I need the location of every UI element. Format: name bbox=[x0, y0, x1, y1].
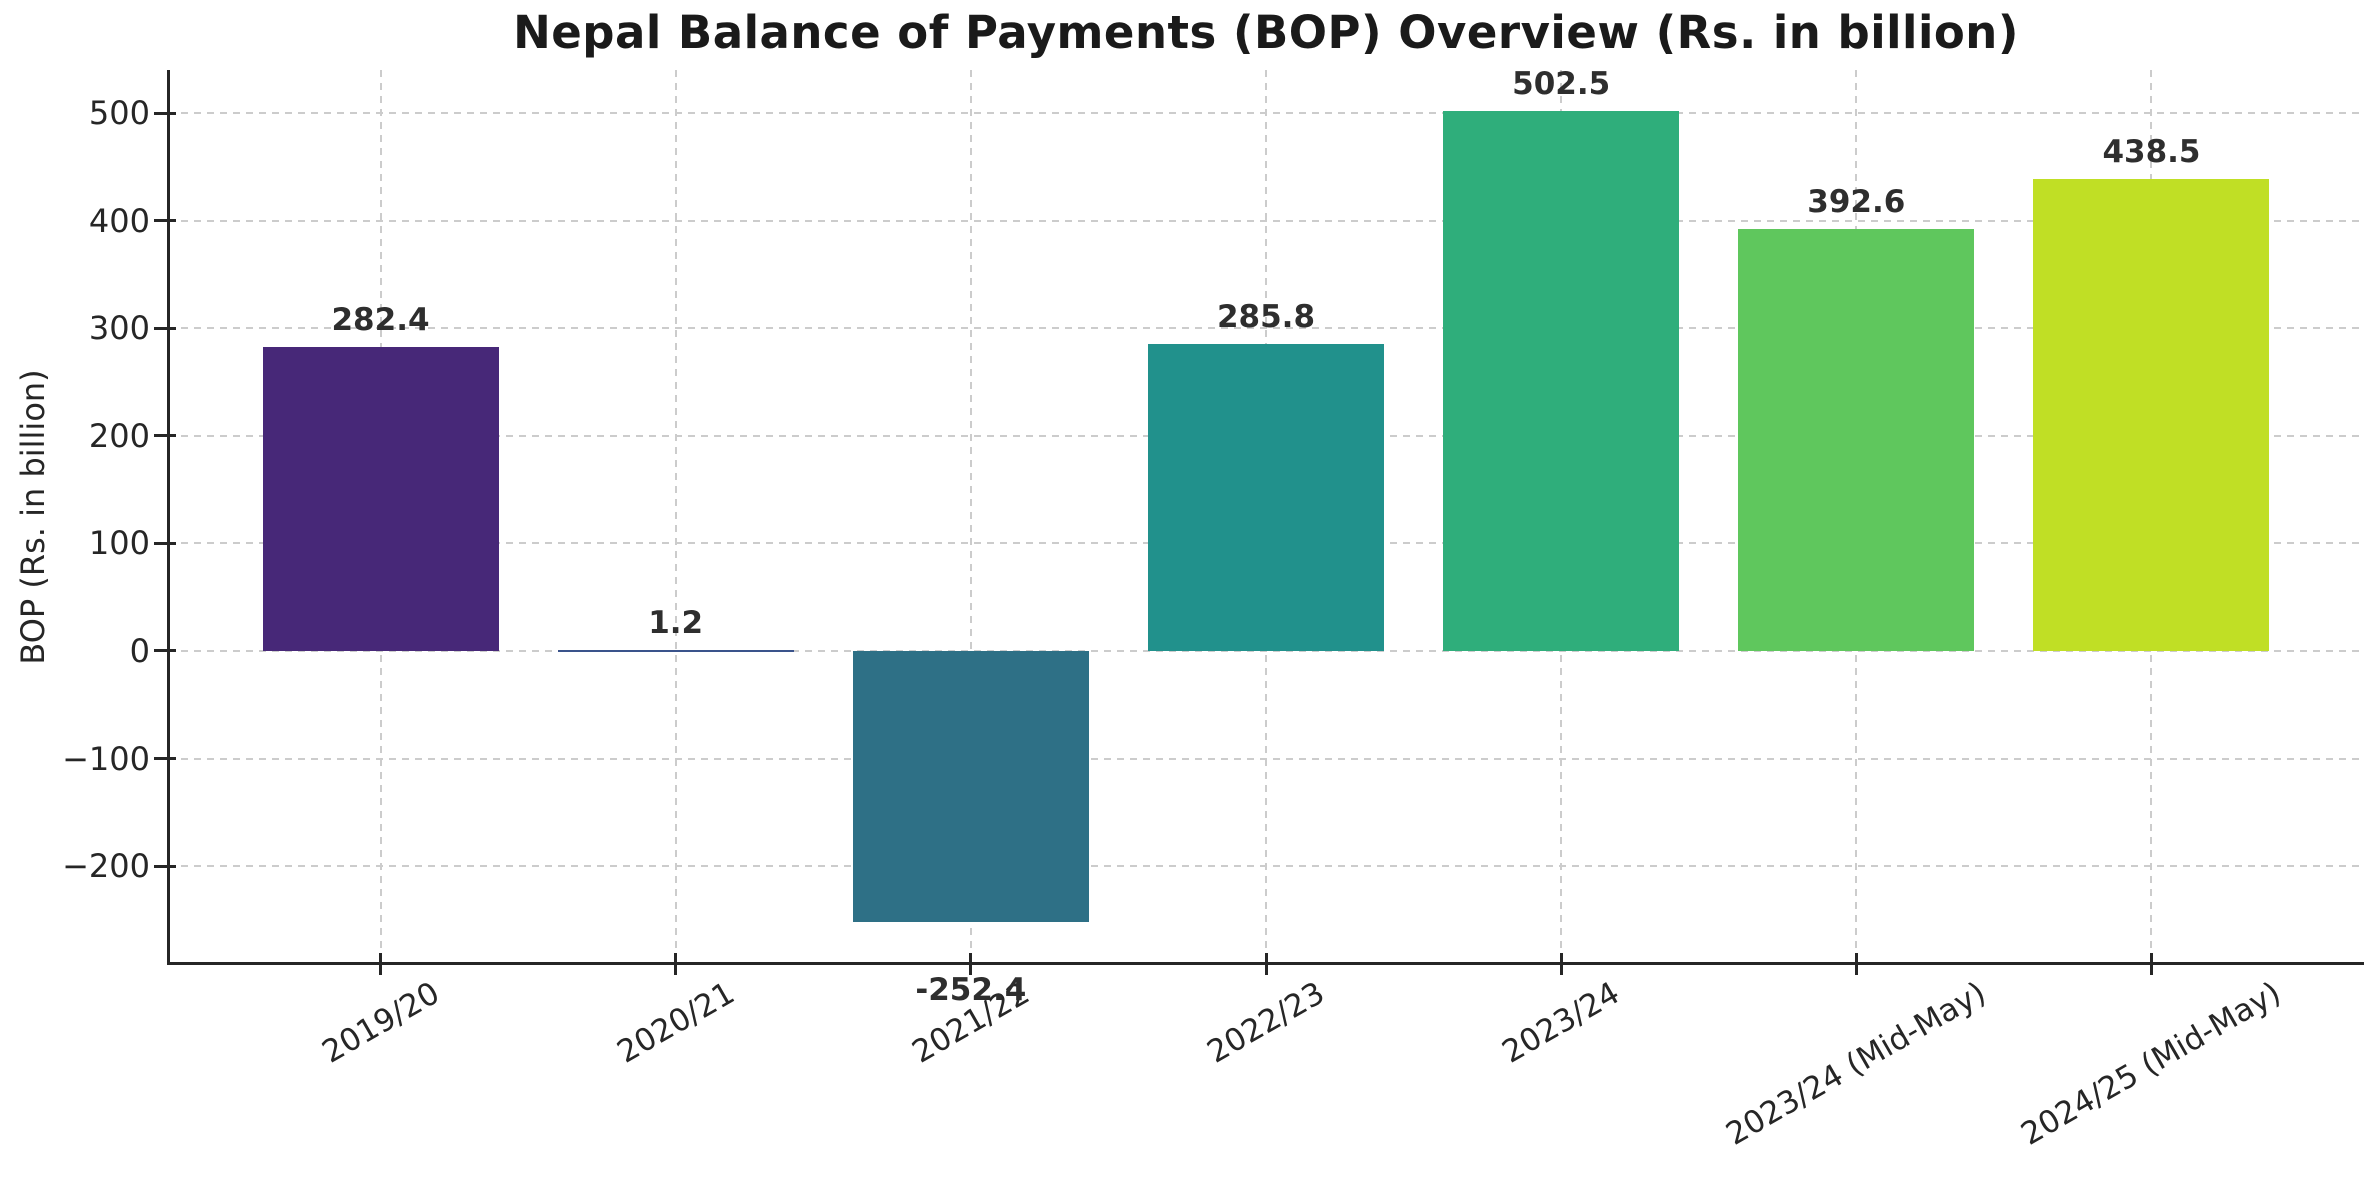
y-tick bbox=[154, 111, 176, 115]
value-label: -252.4 bbox=[915, 972, 1027, 1008]
value-label: 438.5 bbox=[2102, 134, 2201, 171]
x-tick-label: 2023/24 bbox=[1496, 975, 1626, 1071]
x-tick bbox=[2149, 953, 2153, 975]
gridline-vertical bbox=[969, 70, 972, 963]
y-tick-label: 200 bbox=[88, 416, 150, 455]
chart-title: Nepal Balance of Payments (BOP) Overview… bbox=[513, 6, 2019, 59]
y-tick bbox=[154, 326, 176, 330]
x-tick bbox=[674, 953, 678, 975]
y-tick bbox=[154, 649, 176, 653]
bar-2020-21 bbox=[557, 649, 794, 652]
bar-2024-25-mid-may- bbox=[2033, 179, 2270, 651]
y-tick bbox=[154, 541, 176, 545]
gridline-vertical bbox=[674, 70, 677, 963]
y-tick bbox=[154, 864, 176, 868]
bar-2022-23 bbox=[1148, 343, 1384, 651]
bar-2021-22 bbox=[852, 650, 1089, 923]
y-tick-label: −200 bbox=[62, 847, 150, 886]
value-label: 392.6 bbox=[1807, 183, 1906, 220]
x-tick-label: 2023/24 (Mid-May) bbox=[1720, 974, 1993, 1153]
x-tick-label: 2020/21 bbox=[610, 975, 741, 1071]
bar-2023-24-mid-may- bbox=[1738, 228, 1975, 651]
y-tick-label: 400 bbox=[88, 201, 150, 240]
y-tick bbox=[154, 757, 176, 761]
value-label: 285.8 bbox=[1216, 298, 1316, 335]
x-tick bbox=[379, 953, 383, 975]
y-tick-label: −100 bbox=[62, 739, 150, 778]
x-tick-label: 2022/23 bbox=[1201, 975, 1331, 1071]
y-tick bbox=[154, 219, 176, 223]
bar-2023-24 bbox=[1443, 110, 1680, 651]
y-tick bbox=[154, 434, 176, 438]
y-tick-label: 500 bbox=[88, 94, 150, 133]
x-tick bbox=[1559, 953, 1563, 975]
y-axis-spine bbox=[166, 70, 170, 965]
x-tick bbox=[1264, 953, 1268, 975]
x-tick-label: 2019/20 bbox=[315, 975, 446, 1071]
bar-2019-20 bbox=[262, 347, 499, 651]
y-tick-label: 0 bbox=[129, 631, 150, 670]
x-tick bbox=[969, 953, 973, 975]
x-tick bbox=[1854, 953, 1858, 975]
y-tick-label: 100 bbox=[88, 524, 150, 563]
x-tick-label: 2024/25 (Mid-May) bbox=[2015, 974, 2288, 1153]
value-label: 282.4 bbox=[331, 302, 430, 339]
value-label: 1.2 bbox=[648, 604, 704, 641]
y-tick-label: 300 bbox=[88, 309, 150, 348]
value-label: 502.5 bbox=[1512, 65, 1611, 102]
